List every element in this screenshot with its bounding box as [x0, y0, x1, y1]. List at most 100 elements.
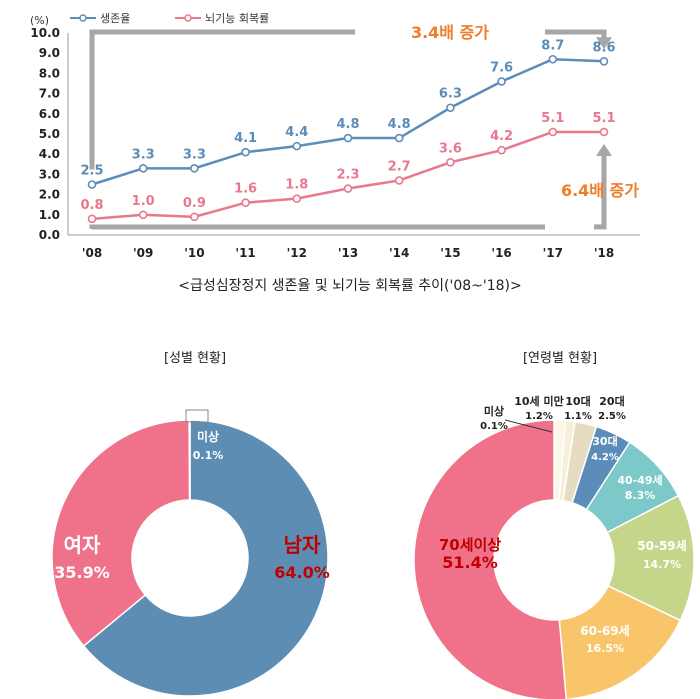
x-tick-label: '13 — [338, 246, 358, 260]
age-slice-value-label: 14.7% — [643, 558, 681, 571]
annotation-brain-increase: 6.4배 증가 — [561, 181, 639, 200]
y-tick-label: 7.0 — [39, 87, 60, 101]
data-point — [87, 214, 97, 224]
age-slice — [606, 494, 695, 622]
data-point — [190, 164, 199, 173]
slice-label: 남자 — [284, 533, 321, 557]
data-point — [599, 127, 609, 137]
data-point — [548, 54, 558, 64]
data-label: 3.3 — [132, 147, 155, 162]
x-tick-label: '17 — [543, 246, 563, 260]
age-slice-value-label: 4.2% — [591, 452, 619, 463]
x-tick-label: '08 — [82, 246, 102, 260]
y-tick-label: 4.0 — [39, 147, 60, 161]
data-point — [446, 103, 455, 113]
slice-value-label: 64.0% — [274, 563, 330, 582]
slice-label: 미상 — [197, 429, 219, 444]
leader-line-unknown — [504, 419, 553, 433]
legend-marker — [79, 14, 87, 22]
data-point — [138, 164, 148, 173]
data-point — [394, 176, 404, 185]
y-tick-label: 9.0 — [39, 46, 60, 60]
x-tick-label: '16 — [491, 246, 511, 260]
slice-value-label: 35.9% — [54, 563, 110, 582]
y-tick-label: 8.0 — [39, 66, 60, 80]
legend-label: 생존율 — [100, 12, 130, 25]
data-point — [497, 77, 506, 86]
data-label: 1.6 — [234, 182, 257, 197]
age-slice-value-label: 16.5% — [586, 642, 624, 655]
data-point — [343, 133, 353, 143]
data-label: 4.1 — [234, 131, 257, 146]
arrow-head-top — [596, 37, 612, 50]
x-tick-label: '09 — [133, 246, 153, 260]
age-slice-label: 10대 — [565, 394, 590, 408]
legend-label: 뇌기능 회복률 — [205, 12, 269, 25]
data-label: 4.8 — [336, 117, 359, 132]
y-tick-label: 1.0 — [39, 208, 60, 222]
data-label: 0.9 — [183, 196, 206, 211]
legend-marker — [184, 14, 192, 22]
sex-chart-caption: [성별 현황] — [163, 351, 227, 366]
age-slice-label: 30대 — [592, 434, 617, 448]
y-tick-label: 0.0 — [39, 228, 60, 242]
data-label: 8.7 — [541, 38, 564, 53]
age-slice-value-label: 51.4% — [442, 553, 498, 572]
arrow-head-bottom — [596, 143, 612, 156]
data-point — [190, 212, 199, 222]
y-tick-label: 3.0 — [39, 167, 60, 181]
annotation-survival-increase: 3.4배 증가 — [411, 23, 489, 42]
slice-unknown — [188, 419, 191, 501]
slice-label: 여자 — [64, 533, 101, 557]
line-chart-caption: <급성심장정지 생존율 및 뇌기능 회복률 추이('08~'18)> — [178, 278, 522, 294]
age-slice-label: 미상 — [484, 404, 504, 418]
data-label: 5.1 — [592, 111, 615, 126]
data-label: 6.3 — [439, 87, 462, 102]
y-tick-label: 5.0 — [39, 127, 60, 141]
age-slice-label: 40-49세 — [617, 473, 662, 487]
y-axis-unit: (%) — [30, 14, 49, 27]
age-slice-label: 10세 미만 — [514, 394, 564, 408]
bracket-top-left — [89, 29, 355, 170]
data-label: 3.3 — [183, 147, 206, 162]
bracket-top-right — [545, 29, 607, 40]
age-slice-value-label: 8.3% — [625, 489, 656, 502]
age-slice-value-label: 0.1% — [480, 421, 508, 432]
sex-donut-chart: 남자 64.0% 여자 35.9% 미상 0.1% — [51, 409, 330, 697]
line-chart: (%) 0.0 1.0 2.0 3.0 4.0 5.0 6.0 7.0 8.0 9.0 10.0 '08… — [30, 12, 640, 260]
x-tick-label: '10 — [184, 246, 204, 260]
data-label: 8.6 — [592, 40, 615, 55]
data-label: 4.2 — [490, 129, 513, 144]
x-tick-label: '15 — [440, 246, 460, 260]
age-slice-label: 20대 — [599, 394, 624, 408]
data-label: 2.3 — [336, 168, 359, 183]
data-label: 7.6 — [490, 60, 513, 75]
data-point — [343, 184, 353, 193]
data-point — [394, 133, 404, 143]
data-label: 4.8 — [388, 117, 411, 132]
unknown-marker-box — [185, 409, 209, 423]
data-point — [497, 145, 506, 155]
data-point — [548, 127, 558, 137]
age-slice-label: 70세이상 — [439, 536, 501, 554]
age-slice-value-label: 1.1% — [564, 411, 592, 422]
data-point — [446, 157, 455, 167]
data-point — [292, 141, 302, 151]
age-chart-caption: [연령별 현황] — [522, 351, 598, 366]
data-label: 2.5 — [80, 164, 103, 179]
x-tick-label: '18 — [594, 246, 614, 260]
age-slice-label: 60-69세 — [580, 623, 629, 638]
data-point — [138, 210, 148, 220]
data-point — [241, 147, 250, 157]
y-tick-label: 10.0 — [30, 26, 60, 40]
data-label: 3.6 — [439, 141, 462, 156]
y-tick-label: 2.0 — [39, 188, 60, 202]
data-label: 1.0 — [132, 194, 155, 209]
slice-value-label: 0.1% — [193, 449, 224, 462]
x-tick-label: '14 — [389, 246, 409, 260]
data-point — [241, 198, 250, 207]
data-label: 4.4 — [285, 125, 308, 140]
age-slice-value-label: 1.2% — [525, 411, 553, 422]
